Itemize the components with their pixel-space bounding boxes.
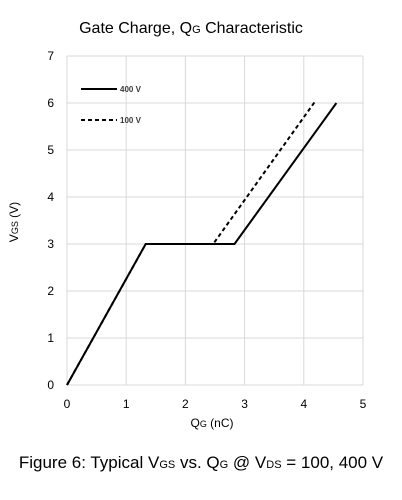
y-tick-label: 2 xyxy=(47,284,54,298)
chart: Gate Charge, QG Characteristic 012345670… xyxy=(7,20,367,430)
y-tick-label: 4 xyxy=(47,190,54,204)
x-axis-label: QG (nC) xyxy=(190,416,233,430)
figure-caption: Figure 6: Typical VGS vs. QG @ VDS = 100… xyxy=(18,453,384,472)
x-tick-label: 5 xyxy=(360,397,367,411)
y-tick-label: 1 xyxy=(47,331,54,345)
legend-label: 400 V xyxy=(120,85,142,94)
x-tick-label: 1 xyxy=(123,397,130,411)
y-tick-label: 5 xyxy=(47,143,54,157)
y-axis-label: VGS (V) xyxy=(7,202,21,242)
y-tick-label: 0 xyxy=(47,378,54,392)
y-tick-label: 7 xyxy=(47,49,54,63)
grid xyxy=(66,55,364,386)
chart-title: Gate Charge, QG Characteristic xyxy=(79,20,303,37)
x-tick-label: 4 xyxy=(300,397,307,411)
series-lines xyxy=(66,100,338,386)
legend-label: 100 V xyxy=(120,116,142,125)
legend: 400 V 100 V xyxy=(81,85,142,125)
x-tick-label: 2 xyxy=(182,397,189,411)
tick-labels: 0 1 2 3 4 5 6 7 0 1 2 3 4 5 xyxy=(47,49,366,411)
x-tick-label: 3 xyxy=(241,397,248,411)
series-line-100v xyxy=(66,100,317,386)
y-tick-label: 6 xyxy=(47,96,54,110)
x-tick-label: 0 xyxy=(64,397,71,411)
y-tick-label: 3 xyxy=(47,237,54,251)
